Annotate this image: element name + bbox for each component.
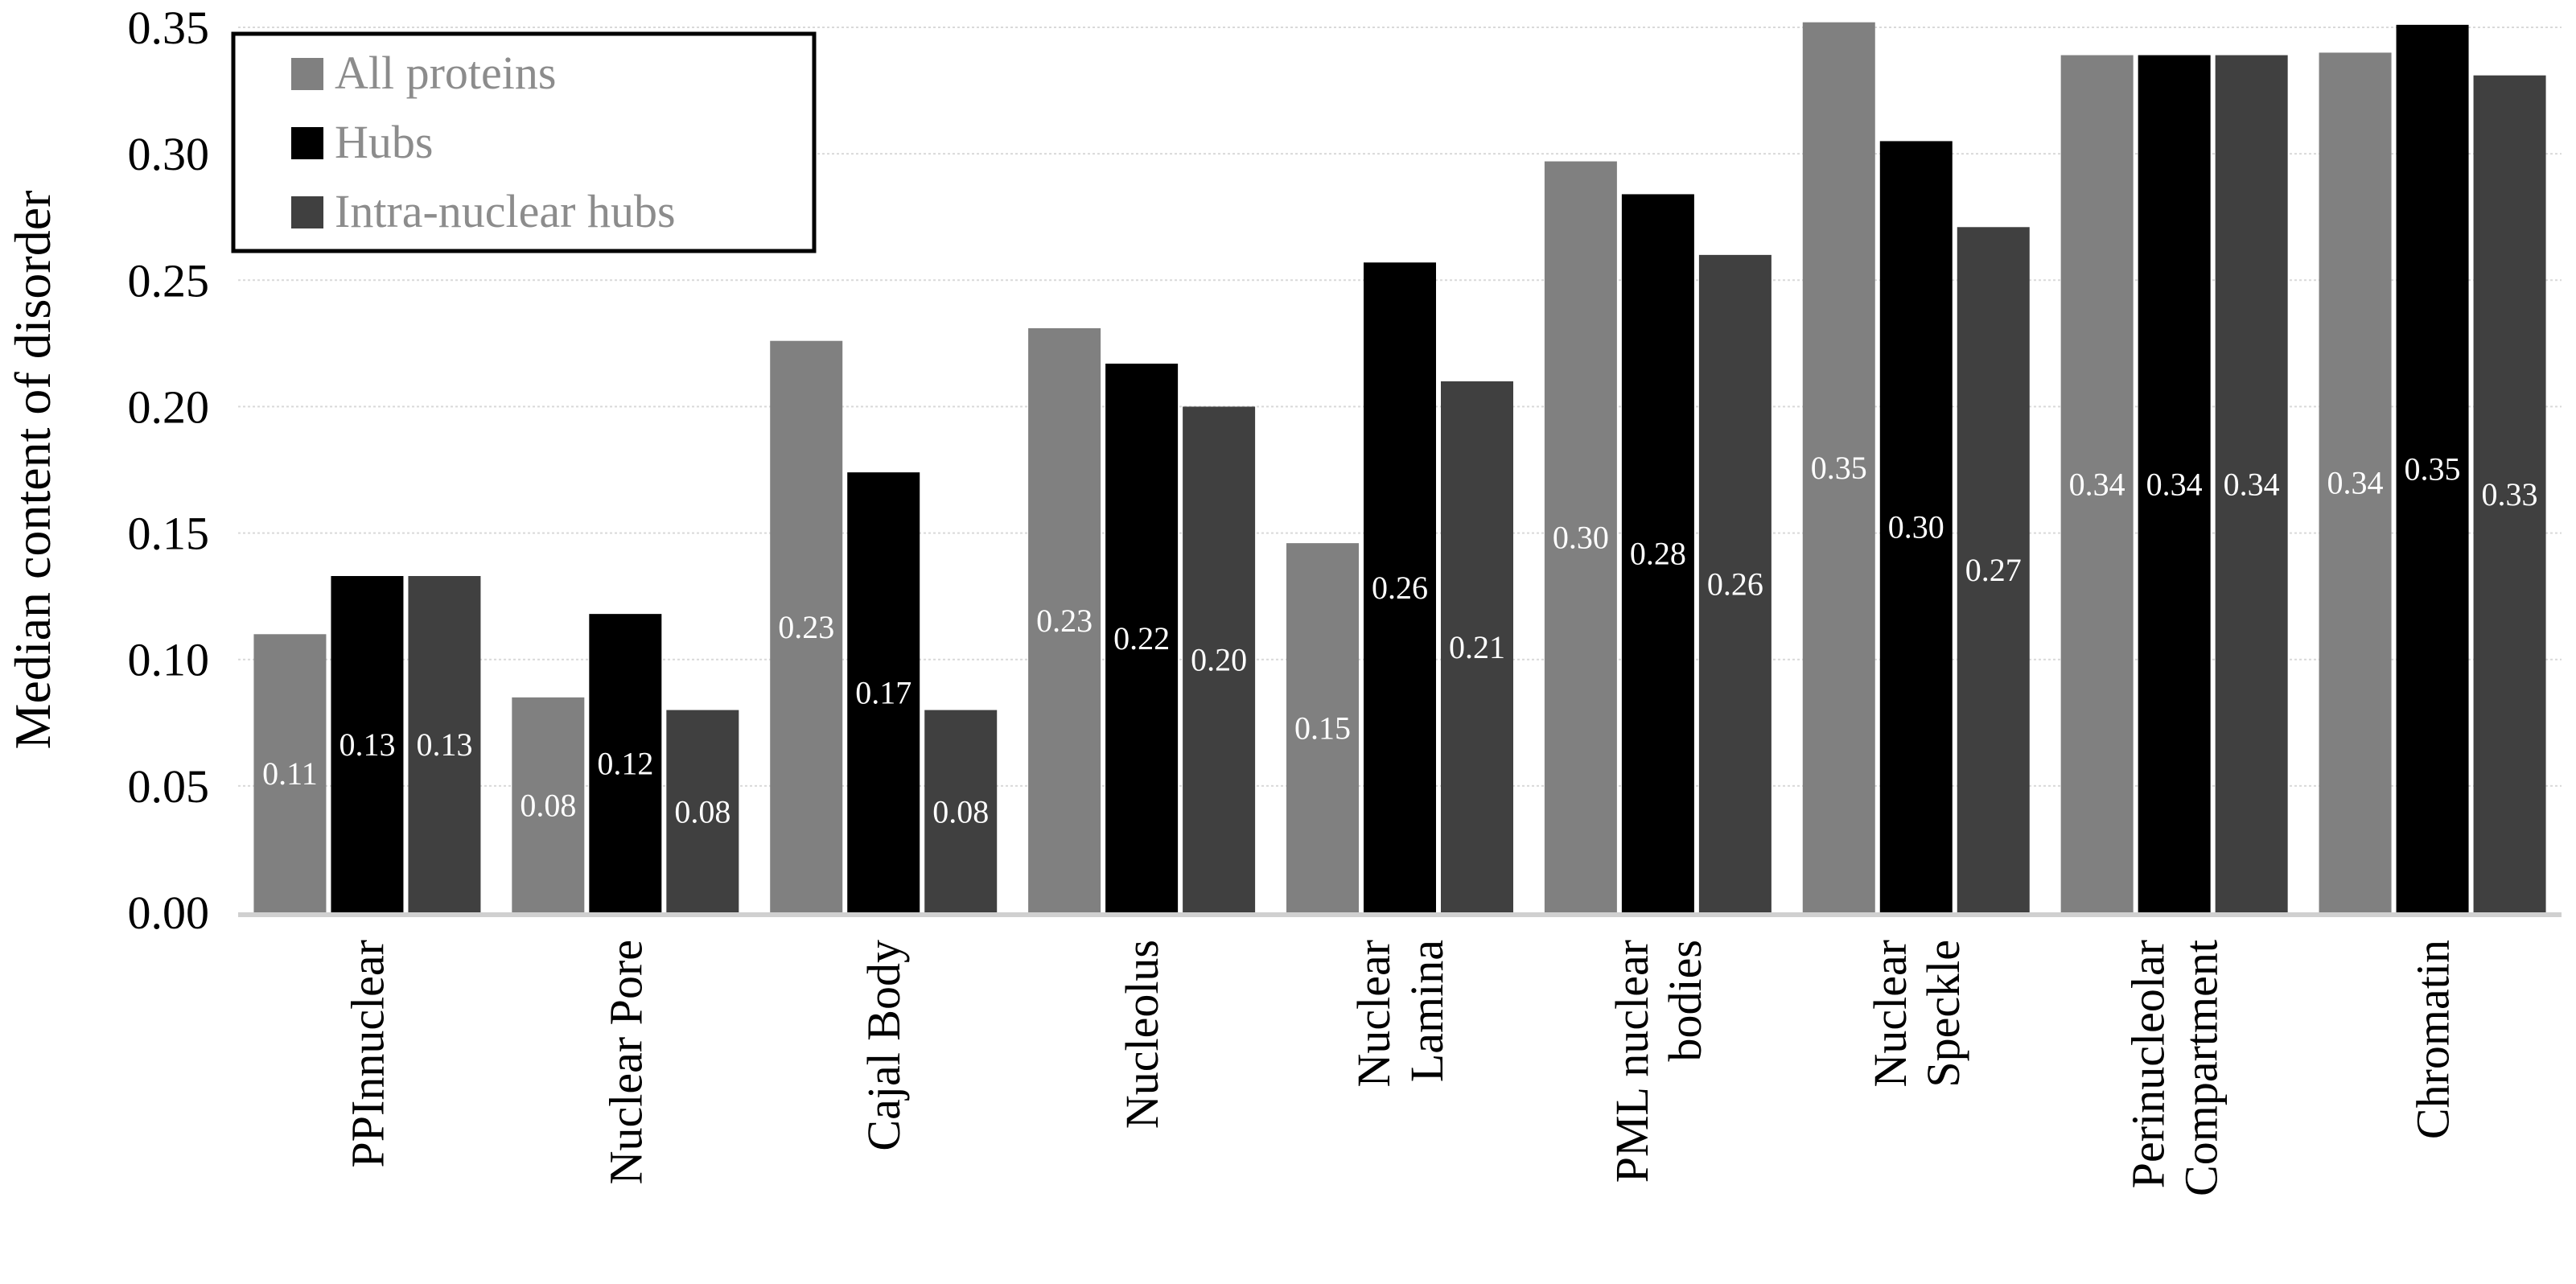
data-label: 0.23 <box>1036 603 1093 639</box>
bar-1-2 <box>666 710 739 912</box>
bars <box>253 22 2546 913</box>
bar-8-2 <box>2473 75 2546 913</box>
y-tick-label: 0.35 <box>128 2 210 54</box>
bar-7-1 <box>2138 55 2211 913</box>
x-category-label: Nuclear Speckle <box>1864 940 1969 1088</box>
bar-0-1 <box>331 576 404 912</box>
legend-swatch <box>291 58 323 90</box>
data-labels: 0.11 0.13 0.13 0.08 0.12 0.08 0.23 0.17 0.08 0.23… <box>262 450 2537 829</box>
x-category-label: Nuclear Pore <box>599 940 652 1184</box>
data-label: 0.30 <box>1553 519 1609 555</box>
legend-label: Intra-nuclear hubs <box>335 185 676 237</box>
data-label: 0.08 <box>674 793 730 829</box>
x-category-label-line: Lamina <box>1401 940 1453 1082</box>
bar-3-2 <box>1183 406 1256 912</box>
y-tick-label: 0.10 <box>128 634 210 686</box>
bar-2-1 <box>847 472 920 912</box>
x-category-label-line: Perinucleolar <box>2122 940 2175 1188</box>
legend-swatch <box>291 196 323 228</box>
bar-7-0 <box>2060 55 2134 913</box>
x-category-label: PML nuclear bodies <box>1606 940 1711 1183</box>
x-category-label-line: Nuclear <box>1864 940 1916 1088</box>
y-axis-title: Median content of disorder <box>4 191 61 750</box>
x-category-label: PPInnuclear <box>341 940 393 1168</box>
data-label: 0.17 <box>855 675 911 711</box>
data-label: 0.13 <box>339 726 395 763</box>
data-label: 0.08 <box>932 793 989 829</box>
bar-4-2 <box>1441 381 1513 912</box>
x-category-label-line: Nucleolus <box>1116 940 1168 1129</box>
y-tick-label: 0.25 <box>128 254 210 307</box>
data-label: 0.23 <box>778 609 834 645</box>
data-label: 0.22 <box>1113 620 1170 656</box>
bar-3-0 <box>1028 328 1101 912</box>
bar-5-1 <box>1621 194 1694 912</box>
bar-2-0 <box>770 340 843 912</box>
bar-1-0 <box>512 697 585 912</box>
data-label: 0.28 <box>1630 536 1686 572</box>
data-label: 0.33 <box>2482 476 2538 512</box>
bar-2-2 <box>924 710 998 912</box>
data-label: 0.26 <box>1372 570 1428 606</box>
x-category-label-line: Cajal Body <box>858 940 910 1151</box>
y-tick-label: 0.20 <box>128 381 210 433</box>
x-category-label-line: Chromatin <box>2407 940 2459 1139</box>
legend: All proteins Hubs Intra-nuclear hubs <box>231 31 817 253</box>
bar-7-2 <box>2215 55 2288 913</box>
data-label: 0.20 <box>1191 642 1247 678</box>
axes: 0.00 0.05 0.10 0.15 0.20 0.25 0.30 0.35 PPInnucl… <box>4 2 2562 1196</box>
bar-8-1 <box>2396 24 2469 912</box>
legend-label: All proteins <box>335 47 556 99</box>
data-label: 0.15 <box>1294 710 1351 747</box>
data-label: 0.34 <box>2224 466 2280 502</box>
x-category-label: Perinucleolar Compartment <box>2122 940 2228 1196</box>
bar-6-0 <box>1802 22 1875 913</box>
bar-1-1 <box>589 614 662 912</box>
data-label: 0.26 <box>1707 566 1763 602</box>
y-tick-label: 0.00 <box>128 887 210 939</box>
x-category-label: Chromatin <box>2407 940 2459 1139</box>
data-label: 0.08 <box>520 787 576 823</box>
bar-8-0 <box>2319 52 2392 912</box>
y-tick-label: 0.05 <box>128 760 210 813</box>
bar-6-2 <box>1957 227 2030 912</box>
x-category-label-line: PML nuclear <box>1606 940 1658 1183</box>
data-label: 0.30 <box>1888 509 1944 545</box>
x-category-label-line: Compartment <box>2175 940 2228 1196</box>
legend-label: Hubs <box>335 116 433 168</box>
x-category-label-line: PPInnuclear <box>341 940 393 1168</box>
bar-0-0 <box>253 634 327 912</box>
bar-5-2 <box>1698 254 1772 912</box>
data-label: 0.12 <box>597 746 653 782</box>
data-label: 0.21 <box>1449 629 1505 665</box>
bar-6-1 <box>1879 141 1953 912</box>
x-category-label: Nuclear Lamina <box>1348 940 1453 1088</box>
data-label: 0.34 <box>2327 465 2384 501</box>
x-category-label-line: bodies <box>1659 940 1711 1061</box>
bar-0-2 <box>408 576 481 912</box>
data-label: 0.34 <box>2146 466 2203 502</box>
bar-4-0 <box>1286 543 1359 912</box>
data-label: 0.11 <box>262 755 318 792</box>
data-label: 0.27 <box>1965 552 2022 588</box>
x-category-label-line: Nuclear Pore <box>599 940 652 1184</box>
y-tick-label: 0.30 <box>128 128 210 180</box>
bar-5-0 <box>1544 161 1617 913</box>
x-category-label: Nucleolus <box>1116 940 1168 1129</box>
data-label: 0.35 <box>1811 450 1867 486</box>
x-category-label-line: Speckle <box>1917 940 1969 1088</box>
bar-3-1 <box>1105 364 1179 912</box>
legend-swatch <box>291 127 323 159</box>
data-label: 0.34 <box>2069 466 2125 502</box>
legend-box <box>231 31 817 253</box>
data-label: 0.35 <box>2405 451 2461 487</box>
y-tick-label: 0.15 <box>128 508 210 560</box>
x-category-label-line: Nuclear <box>1348 940 1400 1088</box>
x-category-label: Cajal Body <box>858 940 910 1151</box>
data-label: 0.13 <box>416 726 472 763</box>
bar-4-1 <box>1364 262 1436 912</box>
